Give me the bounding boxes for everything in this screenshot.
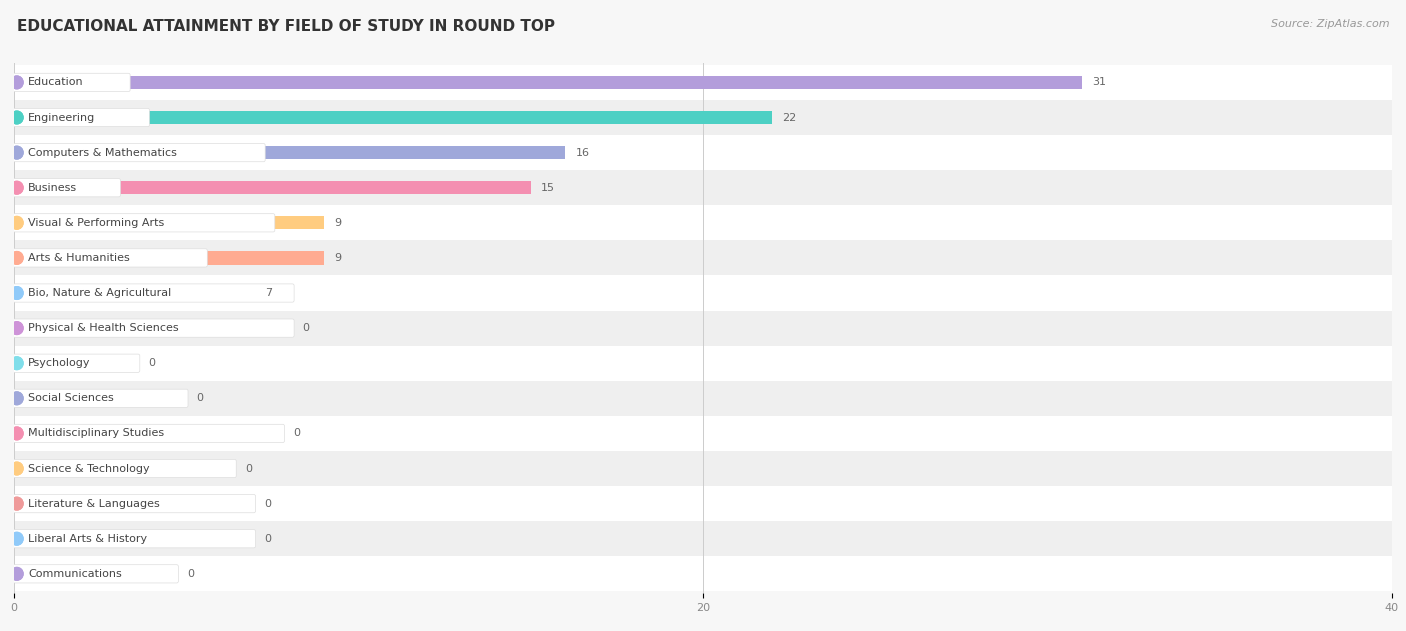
Bar [14, 346, 1392, 380]
FancyBboxPatch shape [13, 529, 256, 548]
Circle shape [11, 427, 22, 440]
FancyBboxPatch shape [13, 319, 294, 337]
Text: Science & Technology: Science & Technology [28, 464, 150, 473]
FancyBboxPatch shape [13, 459, 236, 478]
Bar [14, 486, 1392, 521]
Circle shape [11, 286, 22, 299]
FancyBboxPatch shape [13, 214, 274, 232]
Circle shape [11, 76, 22, 89]
Bar [14, 205, 1392, 240]
Circle shape [11, 392, 22, 404]
Bar [14, 451, 1392, 486]
Circle shape [11, 463, 22, 475]
Bar [14, 310, 1392, 346]
Circle shape [11, 392, 22, 404]
Text: 0: 0 [187, 569, 194, 579]
Bar [14, 276, 1392, 310]
Text: 0: 0 [302, 323, 309, 333]
Bar [14, 100, 1392, 135]
Text: Computers & Mathematics: Computers & Mathematics [28, 148, 177, 158]
Bar [14, 240, 1392, 276]
Circle shape [11, 181, 22, 194]
Circle shape [11, 146, 22, 159]
Bar [14, 251, 325, 264]
Circle shape [11, 76, 22, 89]
FancyBboxPatch shape [13, 73, 131, 91]
FancyBboxPatch shape [13, 354, 139, 372]
Bar [14, 380, 1392, 416]
Circle shape [11, 567, 22, 580]
Circle shape [11, 533, 22, 545]
Circle shape [11, 111, 22, 124]
Text: 0: 0 [197, 393, 204, 403]
Circle shape [11, 252, 22, 264]
Circle shape [11, 357, 22, 370]
Bar [14, 135, 1392, 170]
Bar [14, 181, 531, 194]
Text: 9: 9 [335, 253, 342, 263]
Circle shape [11, 567, 22, 580]
Circle shape [11, 463, 22, 475]
Text: Source: ZipAtlas.com: Source: ZipAtlas.com [1271, 19, 1389, 29]
Text: Engineering: Engineering [28, 112, 96, 122]
Text: Liberal Arts & History: Liberal Arts & History [28, 534, 148, 544]
FancyBboxPatch shape [13, 179, 121, 197]
FancyBboxPatch shape [13, 284, 294, 302]
Text: Bio, Nature & Agricultural: Bio, Nature & Agricultural [28, 288, 172, 298]
FancyBboxPatch shape [13, 565, 179, 583]
Text: 22: 22 [782, 112, 796, 122]
Text: 9: 9 [335, 218, 342, 228]
Bar [14, 286, 256, 300]
Bar [14, 170, 1392, 205]
Text: 0: 0 [264, 534, 271, 544]
Text: Physical & Health Sciences: Physical & Health Sciences [28, 323, 179, 333]
Text: Multidisciplinary Studies: Multidisciplinary Studies [28, 428, 165, 439]
FancyBboxPatch shape [13, 109, 149, 127]
Text: Education: Education [28, 78, 84, 88]
FancyBboxPatch shape [13, 249, 207, 267]
Circle shape [11, 216, 22, 229]
Text: 0: 0 [264, 498, 271, 509]
Bar [14, 416, 1392, 451]
Circle shape [11, 216, 22, 229]
Circle shape [11, 181, 22, 194]
Text: Arts & Humanities: Arts & Humanities [28, 253, 129, 263]
Text: Psychology: Psychology [28, 358, 90, 369]
Circle shape [11, 533, 22, 545]
Text: Communications: Communications [28, 569, 122, 579]
Text: 16: 16 [575, 148, 589, 158]
FancyBboxPatch shape [13, 424, 284, 442]
Circle shape [11, 252, 22, 264]
Bar [14, 65, 1392, 100]
Circle shape [11, 322, 22, 334]
Text: Social Sciences: Social Sciences [28, 393, 114, 403]
Text: 7: 7 [266, 288, 273, 298]
Text: Visual & Performing Arts: Visual & Performing Arts [28, 218, 165, 228]
Bar [14, 76, 1083, 89]
Circle shape [11, 427, 22, 440]
Text: Literature & Languages: Literature & Languages [28, 498, 160, 509]
Circle shape [11, 497, 22, 510]
FancyBboxPatch shape [13, 389, 188, 408]
Bar [14, 521, 1392, 557]
Text: 0: 0 [149, 358, 156, 369]
Text: 31: 31 [1092, 78, 1107, 88]
FancyBboxPatch shape [13, 495, 256, 513]
Circle shape [11, 146, 22, 159]
Text: 0: 0 [245, 464, 252, 473]
Circle shape [11, 111, 22, 124]
Bar [14, 111, 772, 124]
Bar [14, 557, 1392, 591]
Circle shape [11, 322, 22, 334]
Bar [14, 216, 325, 230]
Text: 0: 0 [292, 428, 299, 439]
Text: Business: Business [28, 183, 77, 192]
FancyBboxPatch shape [13, 143, 266, 162]
Text: EDUCATIONAL ATTAINMENT BY FIELD OF STUDY IN ROUND TOP: EDUCATIONAL ATTAINMENT BY FIELD OF STUDY… [17, 19, 555, 34]
Bar [14, 146, 565, 159]
Circle shape [11, 286, 22, 299]
Circle shape [11, 497, 22, 510]
Circle shape [11, 357, 22, 370]
Text: 15: 15 [541, 183, 555, 192]
